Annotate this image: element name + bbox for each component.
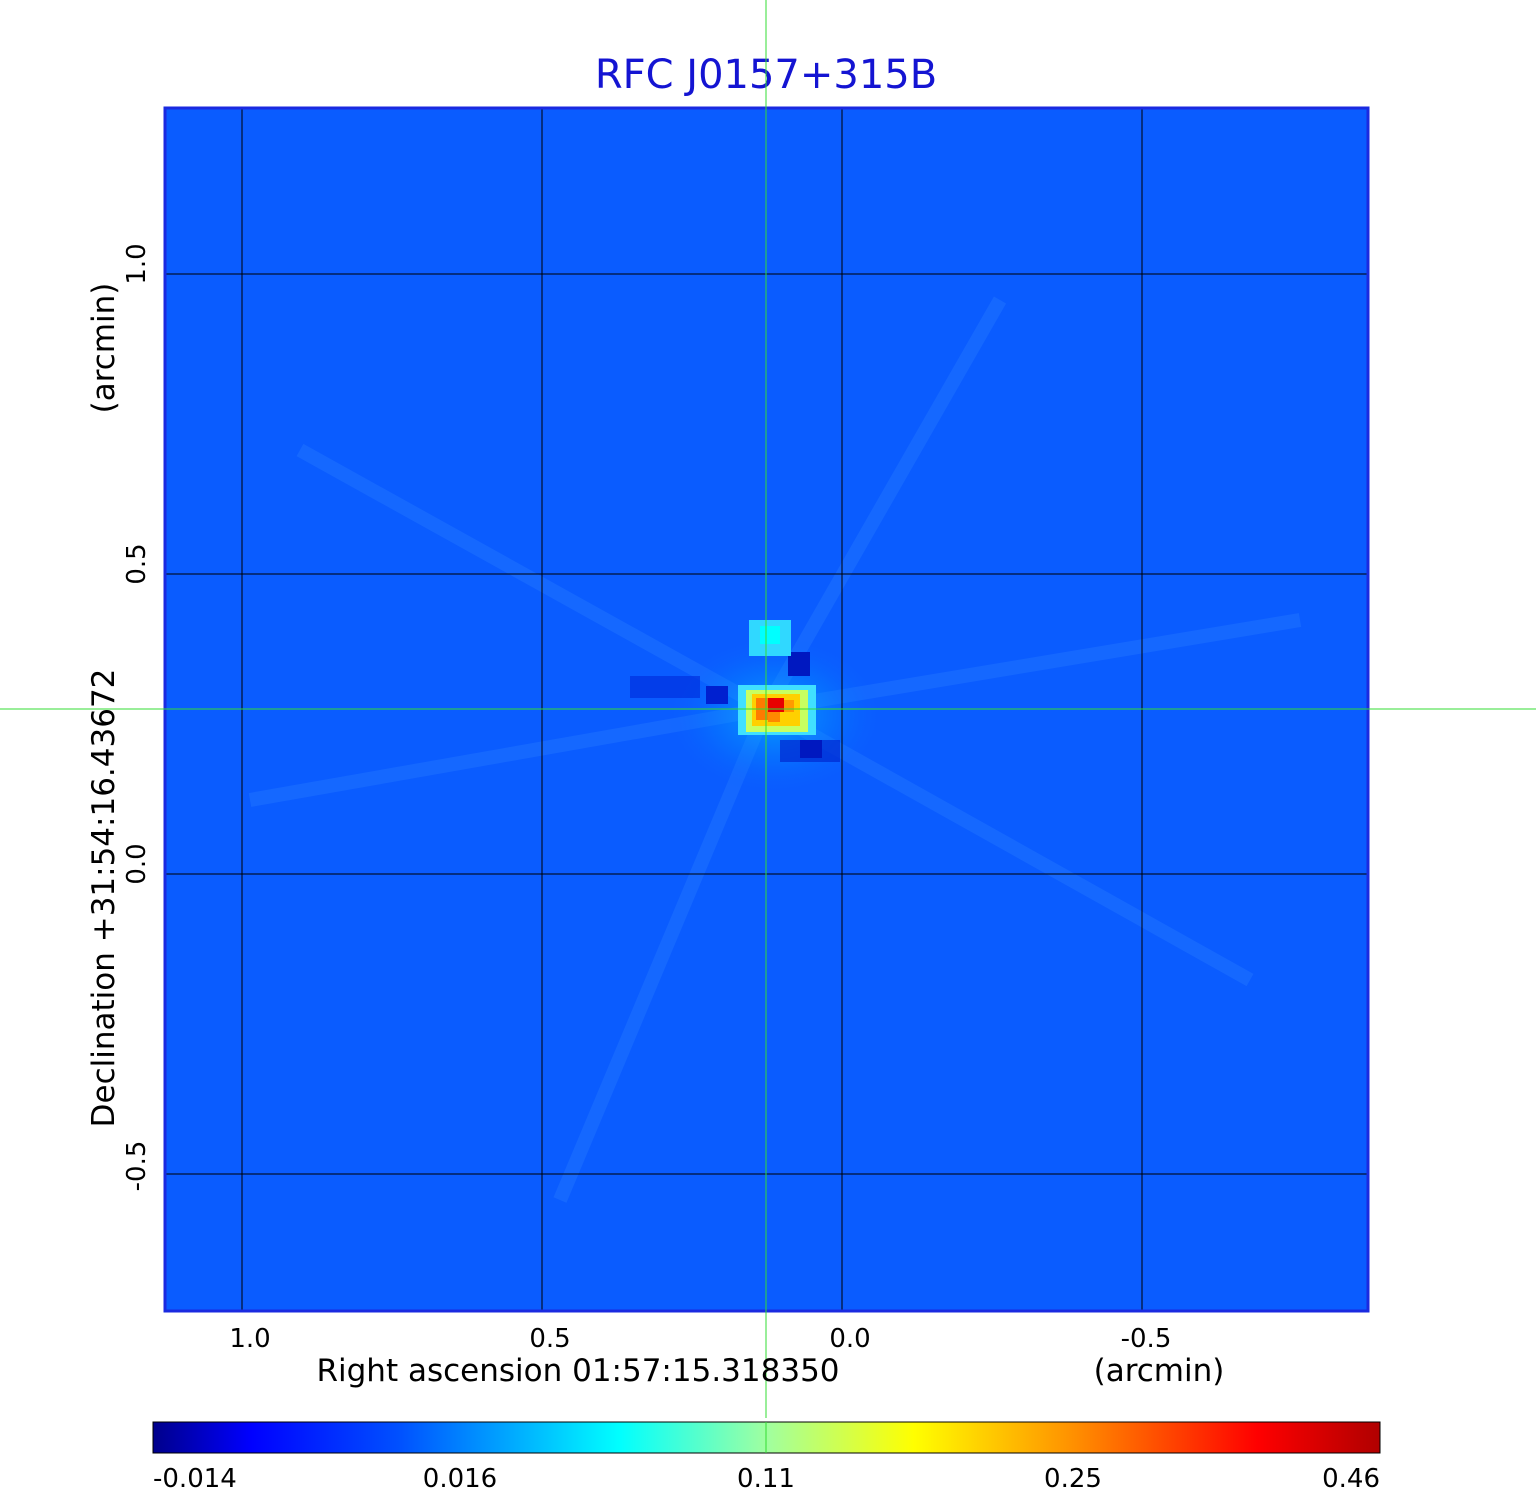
x-axis-label: Right ascension 01:57:15.318350 [316, 1353, 839, 1389]
y-tick-label: 0.5 [122, 543, 152, 584]
x-tick-label: 0.0 [829, 1324, 870, 1354]
colorbar-tick-label: 0.016 [423, 1464, 497, 1494]
x-tick-label: 0.5 [529, 1324, 570, 1354]
y-axis-label: Declination +31:54:16.43672 [86, 669, 122, 1128]
colorbar-tick-label: 0.25 [1044, 1464, 1102, 1494]
source-emission [630, 620, 885, 795]
colorbar: -0.014 0.016 0.11 0.25 0.46 [152, 1421, 1381, 1494]
y-axis-unit: (arcmin) [86, 283, 122, 414]
colorbar-tick-label: 0.11 [737, 1464, 795, 1494]
x-tick-label: -0.5 [1121, 1324, 1172, 1354]
y-tick-label: -0.5 [122, 1141, 152, 1192]
colorbar-tick-label: 0.46 [1322, 1464, 1380, 1494]
y-tick-label: 1.0 [122, 243, 152, 284]
y-tick-label: 0.0 [122, 843, 152, 884]
colorbar-tick-label: -0.014 [153, 1464, 237, 1494]
x-axis-unit: (arcmin) [1094, 1353, 1225, 1389]
x-tick-label: 1.0 [229, 1324, 270, 1354]
crosshair[interactable] [0, 0, 1536, 1418]
